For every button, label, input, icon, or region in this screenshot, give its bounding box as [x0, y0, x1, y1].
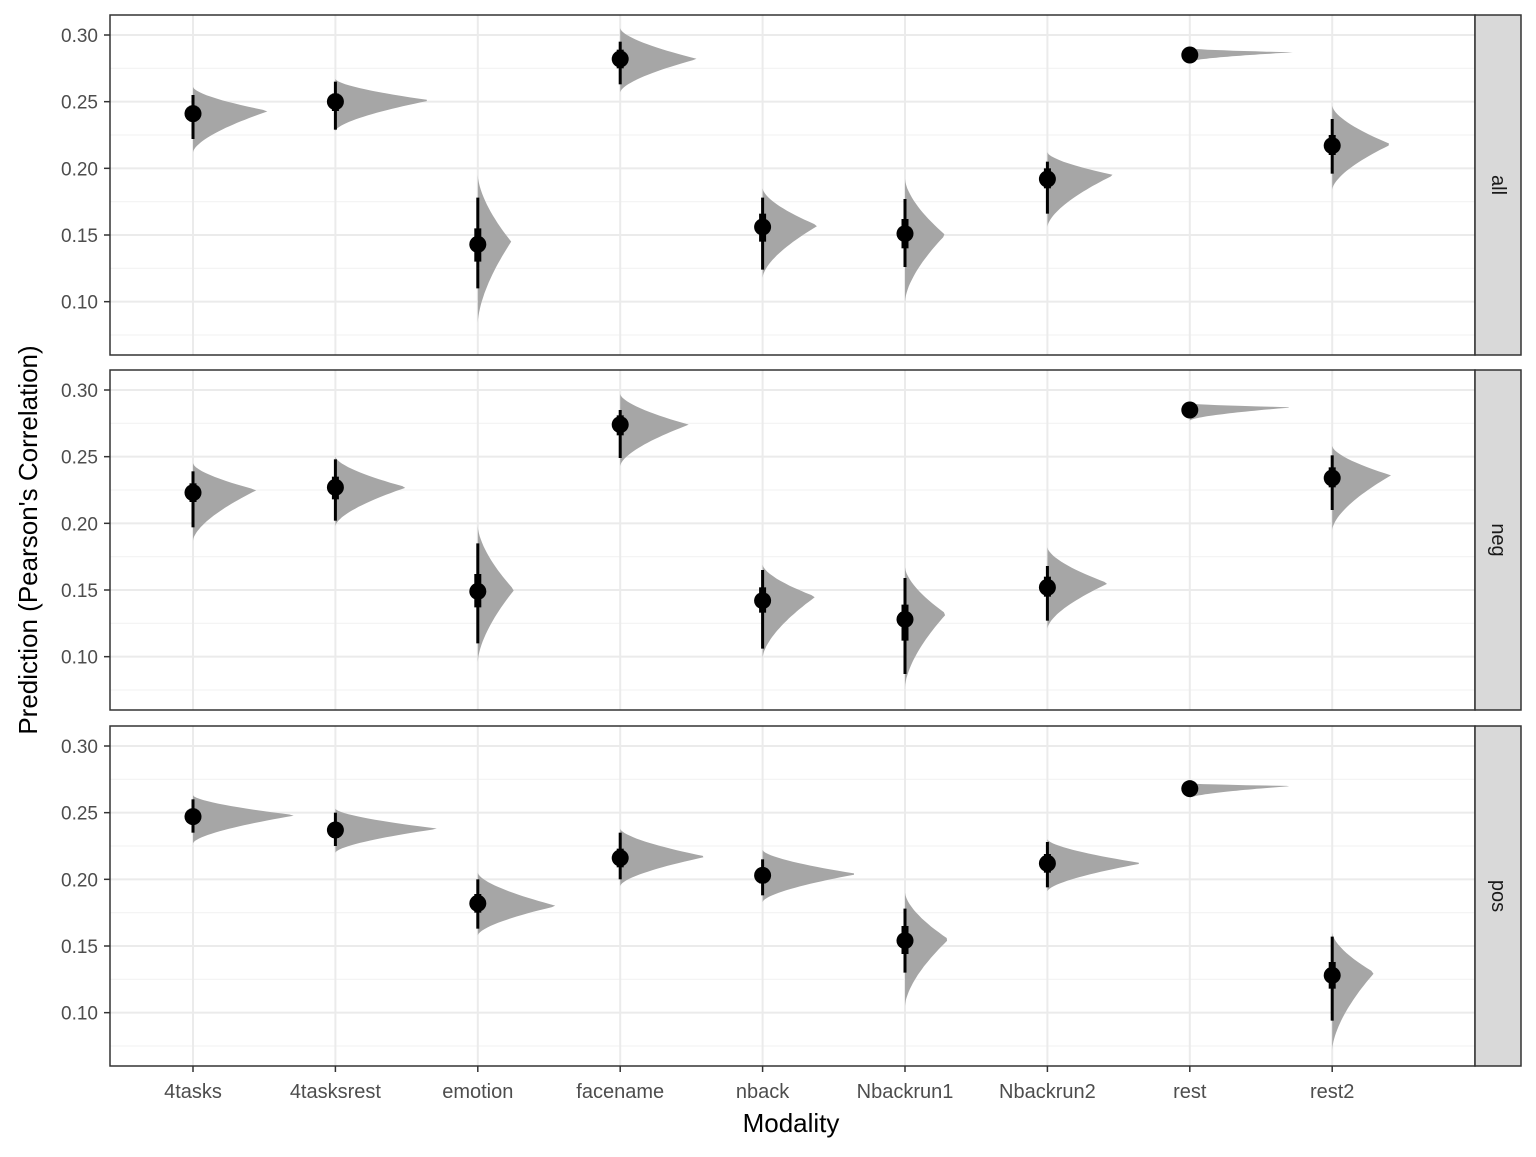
density-Nbackrun2 [1047, 547, 1107, 629]
density-4tasksrest [335, 456, 406, 526]
facet-label: neg [1487, 523, 1509, 556]
median-point-facename [611, 50, 629, 68]
median-point-nback [754, 592, 772, 610]
median-point-Nbackrun1 [896, 932, 914, 950]
density-Nbackrun2 [1047, 839, 1139, 892]
density-4tasksrest [335, 79, 427, 131]
facet-neg: 0.10 0.15 0.20 0.25 0.30 neg [61, 369, 1522, 711]
x-tick-label: emotion [442, 1081, 513, 1103]
median-point-emotion [469, 235, 487, 253]
median-point-emotion [469, 582, 487, 600]
density-rest2 [1332, 932, 1374, 1050]
median-point-rest [1181, 401, 1199, 419]
x-axis-title: Modality [743, 1108, 840, 1138]
density-emotion [477, 175, 512, 323]
y-axis-title: Prediction (Pearson's Correlation) [13, 345, 43, 734]
x-tick-label: rest2 [1310, 1081, 1354, 1103]
median-point-Nbackrun2 [1038, 854, 1056, 872]
median-point-4tasksrest [326, 478, 344, 496]
median-point-4tasksrest [326, 821, 344, 839]
y-tick-label: 0.10 [61, 293, 98, 314]
density-emotion [477, 526, 514, 662]
y-tick-label: 0.20 [61, 514, 98, 535]
median-point-nback [754, 218, 772, 236]
x-tick-label: Nbackrun2 [999, 1081, 1096, 1103]
y-tick-label: 0.30 [61, 737, 98, 758]
y-tick-label: 0.25 [61, 448, 98, 469]
median-point-rest2 [1323, 469, 1341, 487]
median-point-Nbackrun2 [1038, 170, 1056, 188]
density-rest [1189, 783, 1290, 798]
facet-label: all [1487, 175, 1509, 195]
density-4tasksrest [335, 808, 437, 853]
facet-strip [1474, 14, 1522, 356]
panel-background [110, 15, 1475, 355]
facet-pos: 0.10 0.15 0.20 0.25 0.30 pos [61, 725, 1522, 1067]
density-4tasks [193, 87, 268, 153]
y-tick-label: 0.15 [61, 937, 98, 958]
density-nback [762, 188, 817, 278]
median-point-rest2 [1323, 137, 1341, 155]
x-tick-label: rest [1173, 1081, 1207, 1103]
y-tick-label: 0.15 [61, 226, 98, 247]
median-point-4tasks [184, 808, 202, 826]
median-point-facename [611, 849, 629, 867]
y-tick-label: 0.10 [61, 1004, 98, 1025]
median-point-rest2 [1323, 966, 1341, 984]
y-tick-label: 0.30 [61, 26, 98, 47]
median-point-Nbackrun2 [1038, 578, 1056, 596]
y-tick-label: 0.20 [61, 870, 98, 891]
panel-background [110, 726, 1475, 1066]
y-tick-label: 0.25 [61, 93, 98, 114]
panel-background [110, 370, 1475, 710]
median-point-4tasksrest [326, 93, 344, 111]
median-point-4tasks [184, 484, 202, 502]
facet-strip [1474, 725, 1522, 1067]
median-point-rest [1181, 780, 1199, 798]
median-point-facename [611, 416, 629, 434]
x-tick-label: 4tasksrest [290, 1081, 382, 1103]
y-tick-label: 0.25 [61, 804, 98, 825]
median-point-Nbackrun1 [896, 610, 914, 628]
x-tick-label: Nbackrun1 [857, 1081, 954, 1103]
density-nback [762, 564, 815, 658]
median-point-Nbackrun1 [896, 225, 914, 243]
density-rest2 [1332, 105, 1389, 190]
facet-strip [1474, 369, 1522, 711]
density-Nbackrun1 [905, 179, 945, 302]
density-rest [1189, 403, 1289, 421]
density-facename [620, 28, 697, 93]
density-Nbackrun2 [1047, 152, 1113, 227]
x-tick-label: nback [736, 1081, 790, 1103]
density-emotion [477, 872, 556, 936]
median-point-emotion [469, 894, 487, 912]
y-tick-label: 0.15 [61, 581, 98, 602]
facet-label: pos [1487, 880, 1509, 912]
density-facename [620, 828, 704, 886]
x-tick-label: facename [576, 1081, 664, 1103]
density-4tasks [193, 463, 257, 541]
density-rest [1189, 48, 1293, 62]
x-tick-label: 4tasks [164, 1081, 222, 1103]
density-nback [762, 850, 854, 902]
median-point-4tasks [184, 105, 202, 123]
y-tick-label: 0.20 [61, 159, 98, 180]
y-tick-label: 0.30 [61, 381, 98, 402]
median-point-nback [754, 866, 772, 884]
density-Nbackrun1 [905, 567, 946, 688]
density-4tasks [193, 795, 294, 844]
density-rest2 [1332, 446, 1391, 530]
density-facename [620, 394, 689, 466]
median-point-rest [1181, 46, 1199, 64]
density-Nbackrun1 [905, 892, 948, 1006]
y-tick-label: 0.10 [61, 648, 98, 669]
facet-all: 0.10 0.15 0.20 0.25 0.30 all [61, 14, 1522, 356]
